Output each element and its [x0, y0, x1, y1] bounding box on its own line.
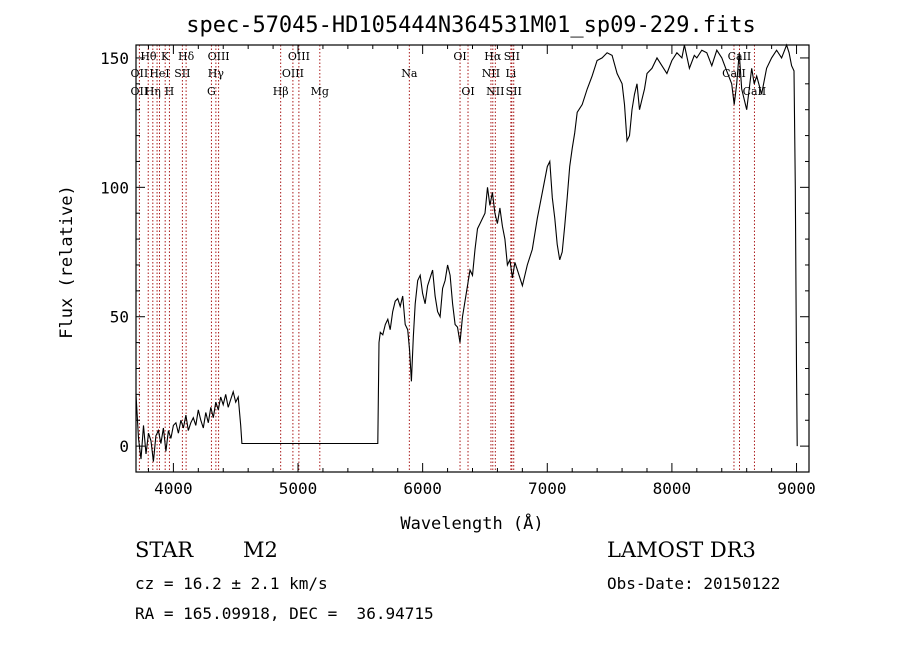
survey-name: LAMOST DR3 [607, 538, 756, 562]
y-axis-label: Flux (relative) [57, 185, 77, 339]
x-tick-label: 8000 [653, 479, 692, 498]
line-marker-label: Hη [145, 85, 161, 98]
x-tick-label: 9000 [777, 479, 816, 498]
line-marker-label: Na [401, 67, 418, 80]
y-tick-label: 150 [100, 49, 129, 68]
coordinates: RA = 165.09918, DEC = 36.94715 [135, 604, 434, 623]
line-marker-label: OIII [282, 67, 304, 80]
x-tick-label: 7000 [528, 479, 567, 498]
line-marker-label: Hγ [208, 67, 225, 80]
line-marker-label: Li [505, 67, 516, 80]
plot-frame [135, 44, 810, 473]
object-subclass: M2 [243, 538, 278, 562]
line-marker-label: OII [131, 85, 149, 98]
x-axis-ticks: 4000 5000 6000 7000 8000 9000 [147, 45, 816, 498]
y-tick-label: 0 [119, 437, 129, 456]
x-tick-label: 6000 [403, 479, 442, 498]
line-marker-label: G [207, 85, 216, 98]
object-class: STAR [135, 538, 194, 562]
spectrum-line [135, 43, 798, 462]
y-tick-label: 50 [110, 308, 129, 327]
line-marker-label: OIII [208, 50, 230, 63]
x-tick-label: 4000 [154, 479, 193, 498]
line-marker-label: OI [461, 85, 474, 98]
line-marker-label: OII [131, 67, 149, 80]
line-marker-label: K [161, 50, 170, 63]
x-tick-label: 5000 [279, 479, 318, 498]
line-marker-label: Hθ [140, 50, 157, 63]
line-markers [138, 45, 755, 472]
line-marker-label: NII [486, 85, 504, 98]
line-marker-label: H [165, 85, 175, 98]
line-marker-label: Hδ [178, 50, 195, 63]
line-marker-label: NII [482, 67, 500, 80]
line-marker-label: SII [506, 85, 522, 98]
y-tick-label: 100 [100, 178, 129, 197]
line-marker-label: SII [174, 67, 190, 80]
chart-title: spec-57045-HD105444N364531M01_sp09-229.f… [186, 13, 756, 38]
line-marker-labels: Hθ OII OII K Hδ HeI SII Hη H OIII Hγ G OIII OIII Hβ Mg N… [131, 50, 767, 98]
line-marker-label: OI [453, 50, 466, 63]
obs-date: Obs-Date: 20150122 [607, 574, 781, 593]
line-marker-label: OIII [288, 50, 310, 63]
x-axis-label: Wavelength (Å) [400, 512, 543, 534]
line-marker-label: HeI [149, 67, 169, 80]
line-marker-label: Hβ [273, 85, 289, 98]
line-marker-label: SII [504, 50, 520, 63]
redshift-readout: cz = 16.2 ± 2.1 km/s [135, 574, 328, 593]
line-marker-label: Hα [484, 50, 502, 63]
line-marker-label: Mg [311, 85, 329, 98]
y-axis-ticks: 0 50 100 150 [100, 49, 809, 473]
